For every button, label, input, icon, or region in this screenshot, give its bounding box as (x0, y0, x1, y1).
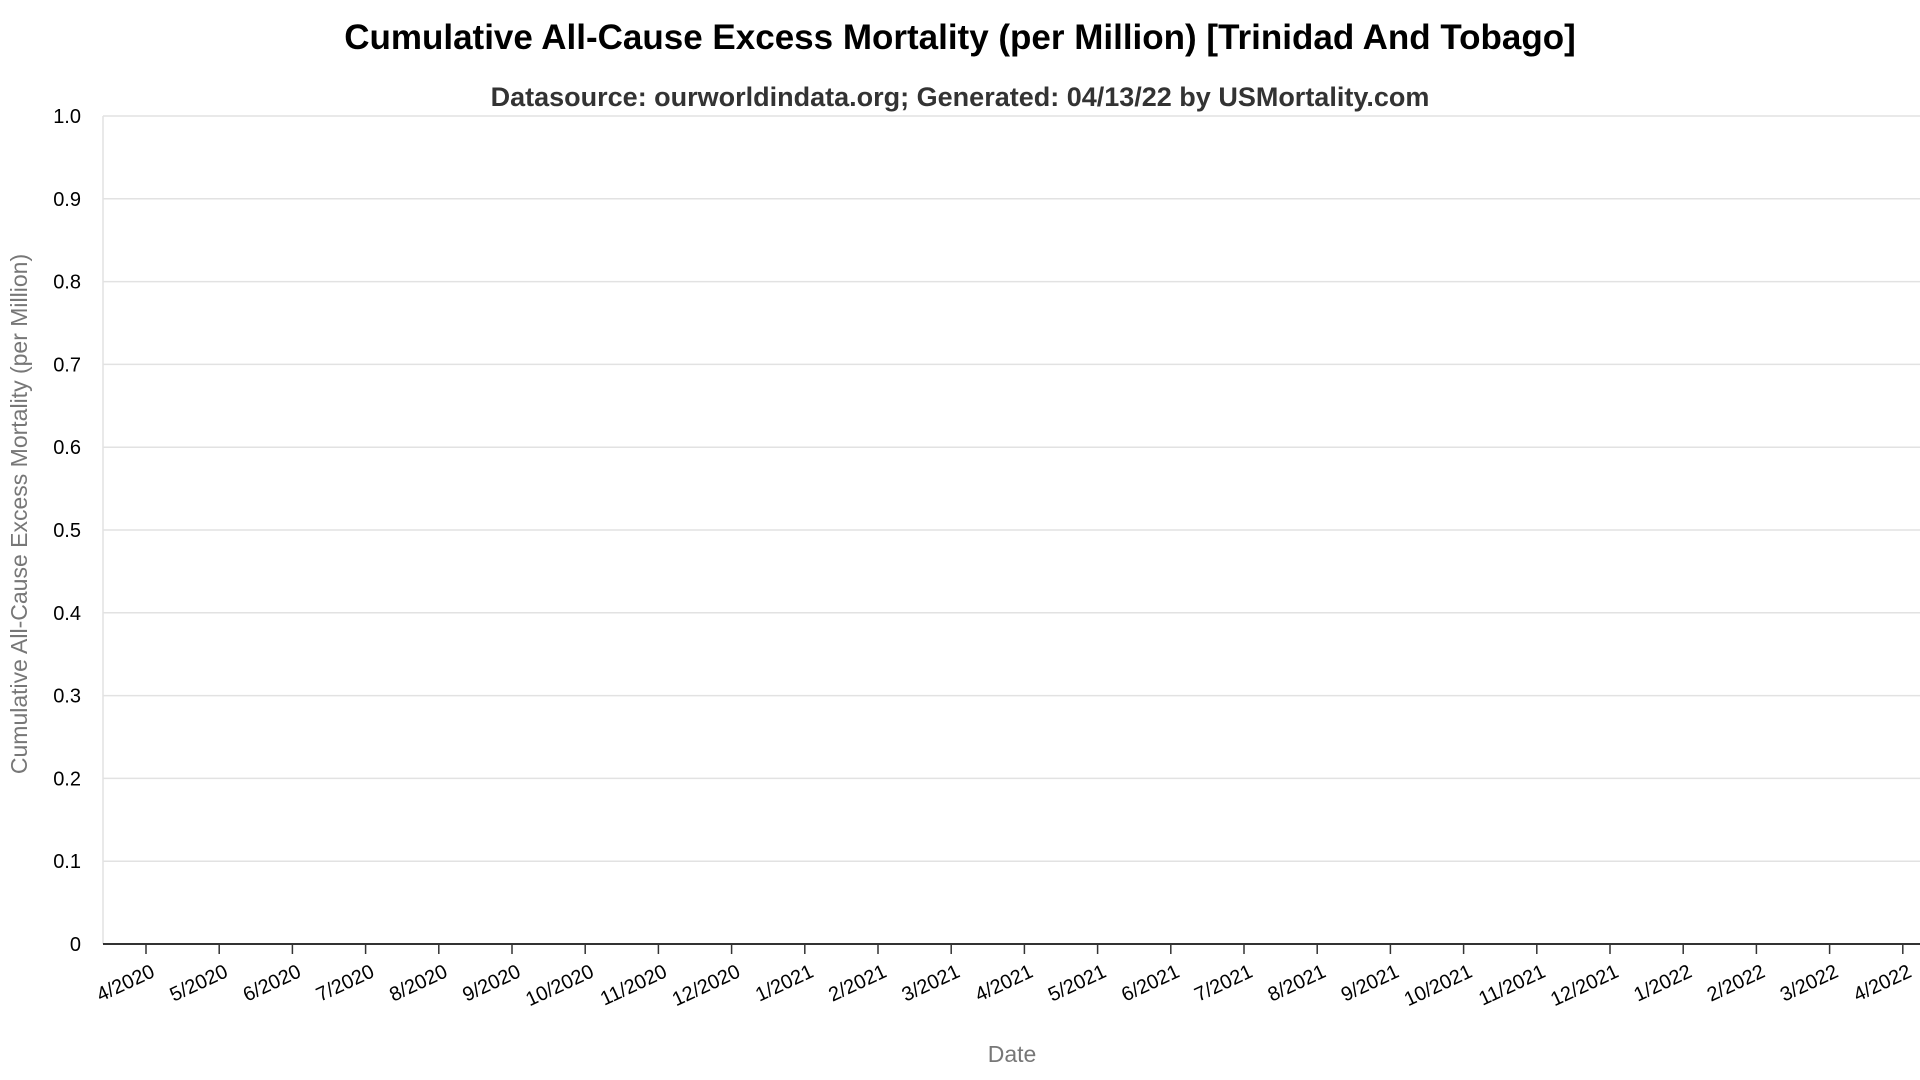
x-tick-label: 1/2022 (1631, 961, 1696, 1007)
x-axis-title: Date (988, 1041, 1037, 1067)
x-tick-label: 3/2022 (1777, 961, 1842, 1007)
chart-title: Cumulative All-Cause Excess Mortality (p… (344, 18, 1576, 57)
x-tick-label: 2/2021 (825, 961, 890, 1007)
y-tick-label: 0.3 (53, 686, 81, 708)
grid (103, 115, 1920, 862)
x-tick-label: 7/2021 (1191, 961, 1256, 1007)
x-tick-label: 6/2020 (240, 961, 305, 1007)
x-tick-label: 1/2021 (752, 961, 817, 1007)
x-tick-label: 2/2022 (1704, 961, 1769, 1007)
x-tick-label: 11/2021 (1475, 961, 1548, 1011)
y-tick-label: 0.5 (53, 520, 81, 542)
y-tick-label: 1.0 (53, 106, 81, 128)
x-tick-label: 11/2020 (597, 961, 670, 1011)
x-tick-label: 12/2021 (1547, 961, 1622, 1011)
x-tick-label: 10/2021 (1401, 961, 1476, 1011)
y-tick-label: 0.8 (53, 272, 81, 294)
x-tick-label: 12/2020 (669, 961, 744, 1011)
x-tick-label: 3/2021 (899, 961, 964, 1007)
x-axis: 4/2020 5/2020 6/2020 7/2020 8/2020 9/202010/2… (93, 943, 1920, 1011)
x-tick-label: 4/2022 (1850, 961, 1915, 1007)
y-tick-label: 0.6 (53, 437, 81, 459)
y-axis: 0 0.1 0.2 0.3 0.4 0.5 0.6 0.7 0.8 0.9 1.0 (53, 106, 104, 956)
x-tick-label: 9/2020 (459, 961, 524, 1007)
x-tick-label: 5/2020 (167, 961, 232, 1007)
y-tick-label: 0.9 (53, 189, 81, 211)
x-tick-label: 9/2021 (1338, 961, 1403, 1007)
x-tick-label: 4/2021 (972, 961, 1037, 1007)
x-tick-label: 7/2020 (313, 961, 378, 1007)
y-tick-label: 0.7 (53, 354, 81, 376)
chart-subtitle: Datasource: ourworldindata.org; Generate… (491, 82, 1430, 112)
y-tick-label: 0.4 (53, 603, 81, 625)
x-tick-label: 5/2021 (1045, 961, 1110, 1007)
y-tick-label: 0 (70, 934, 81, 956)
x-tick-label: 6/2021 (1118, 961, 1183, 1007)
x-tick-label: 4/2020 (93, 961, 158, 1007)
x-tick-label: 8/2021 (1265, 961, 1330, 1007)
x-tick-label: 10/2020 (522, 961, 597, 1011)
y-axis-title: Cumulative All-Cause Excess Mortality (p… (6, 254, 32, 774)
x-tick-label: 8/2020 (386, 961, 451, 1007)
y-tick-label: 0.1 (53, 851, 81, 873)
y-tick-label: 0.2 (53, 768, 81, 790)
